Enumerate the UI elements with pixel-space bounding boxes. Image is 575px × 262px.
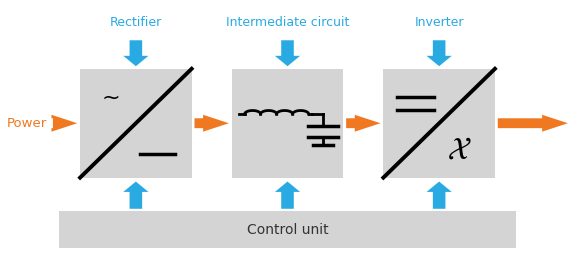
FancyArrow shape <box>346 115 381 132</box>
FancyArrow shape <box>275 40 300 66</box>
Text: Intermediate circuit: Intermediate circuit <box>226 16 349 29</box>
Bar <box>59 211 516 248</box>
Text: Control unit: Control unit <box>247 222 328 237</box>
FancyArrow shape <box>194 115 229 132</box>
FancyArrow shape <box>498 115 568 132</box>
FancyArrow shape <box>123 182 148 209</box>
FancyArrow shape <box>51 115 77 132</box>
FancyArrow shape <box>427 40 452 66</box>
Bar <box>80 69 191 178</box>
FancyArrow shape <box>427 182 452 209</box>
Bar <box>232 69 343 178</box>
Text: $\mathcal{X}$: $\mathcal{X}$ <box>447 136 472 165</box>
Text: ~: ~ <box>102 88 121 108</box>
Text: Inverter: Inverter <box>415 16 464 29</box>
FancyArrow shape <box>123 40 148 66</box>
Text: Power: Power <box>7 117 47 130</box>
Text: Rectifier: Rectifier <box>110 16 162 29</box>
Bar <box>384 69 495 178</box>
FancyArrow shape <box>275 182 300 209</box>
